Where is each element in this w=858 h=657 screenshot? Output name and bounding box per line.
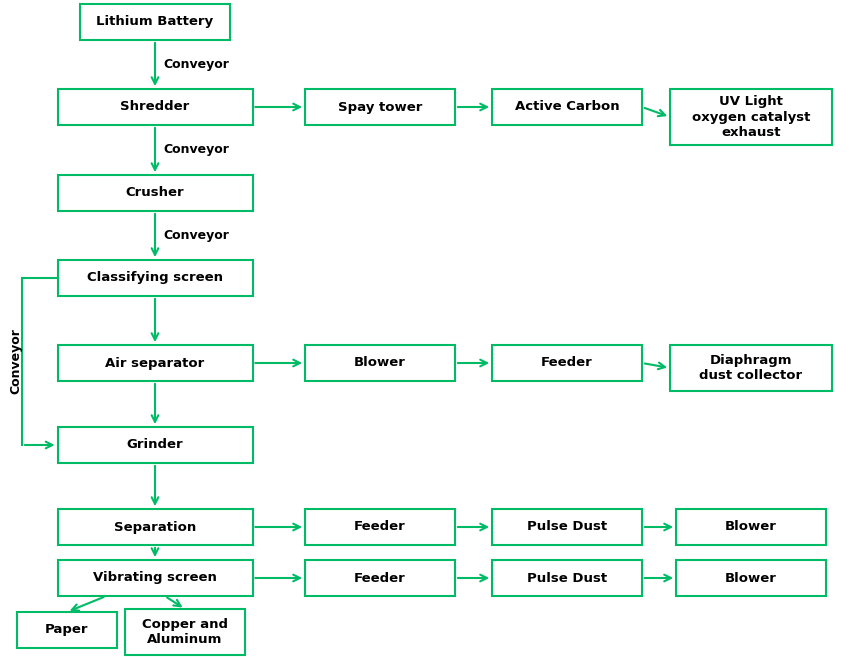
FancyBboxPatch shape <box>80 4 230 40</box>
FancyBboxPatch shape <box>57 175 252 211</box>
Text: Diaphragm
dust collector: Diaphragm dust collector <box>699 354 802 382</box>
FancyBboxPatch shape <box>57 345 252 381</box>
FancyBboxPatch shape <box>57 509 252 545</box>
Text: Lithium Battery: Lithium Battery <box>96 16 214 28</box>
Text: Vibrating screen: Vibrating screen <box>93 572 217 585</box>
FancyBboxPatch shape <box>57 89 252 125</box>
Text: Crusher: Crusher <box>125 187 184 200</box>
FancyBboxPatch shape <box>676 509 826 545</box>
Text: Blower: Blower <box>725 572 777 585</box>
FancyBboxPatch shape <box>305 509 455 545</box>
Text: Pulse Dust: Pulse Dust <box>527 572 607 585</box>
Text: Air separator: Air separator <box>106 357 204 369</box>
Text: Conveyor: Conveyor <box>9 328 22 394</box>
FancyBboxPatch shape <box>492 560 642 596</box>
FancyBboxPatch shape <box>17 612 117 648</box>
Text: Paper: Paper <box>45 623 88 637</box>
FancyBboxPatch shape <box>125 609 245 655</box>
Text: Separation: Separation <box>114 520 196 533</box>
Text: Feeder: Feeder <box>541 357 593 369</box>
FancyBboxPatch shape <box>305 345 455 381</box>
Text: Shredder: Shredder <box>120 101 190 114</box>
FancyBboxPatch shape <box>57 427 252 463</box>
Text: Conveyor: Conveyor <box>163 229 229 242</box>
Text: Spay tower: Spay tower <box>338 101 422 114</box>
FancyBboxPatch shape <box>676 560 826 596</box>
FancyBboxPatch shape <box>305 89 455 125</box>
Text: Conveyor: Conveyor <box>163 58 229 71</box>
Text: Active Carbon: Active Carbon <box>515 101 619 114</box>
FancyBboxPatch shape <box>670 89 832 145</box>
Text: Copper and
Aluminum: Copper and Aluminum <box>142 618 228 646</box>
FancyBboxPatch shape <box>670 345 832 391</box>
Text: Conveyor: Conveyor <box>163 143 229 156</box>
Text: Feeder: Feeder <box>354 572 406 585</box>
Text: Grinder: Grinder <box>127 438 184 451</box>
Text: UV Light
oxygen catalyst
exhaust: UV Light oxygen catalyst exhaust <box>692 95 810 139</box>
Text: Classifying screen: Classifying screen <box>87 271 223 284</box>
FancyBboxPatch shape <box>57 560 252 596</box>
FancyBboxPatch shape <box>57 260 252 296</box>
FancyBboxPatch shape <box>305 560 455 596</box>
Text: Blower: Blower <box>725 520 777 533</box>
FancyBboxPatch shape <box>492 509 642 545</box>
Text: Blower: Blower <box>354 357 406 369</box>
Text: Pulse Dust: Pulse Dust <box>527 520 607 533</box>
FancyBboxPatch shape <box>492 345 642 381</box>
Text: Feeder: Feeder <box>354 520 406 533</box>
FancyBboxPatch shape <box>492 89 642 125</box>
